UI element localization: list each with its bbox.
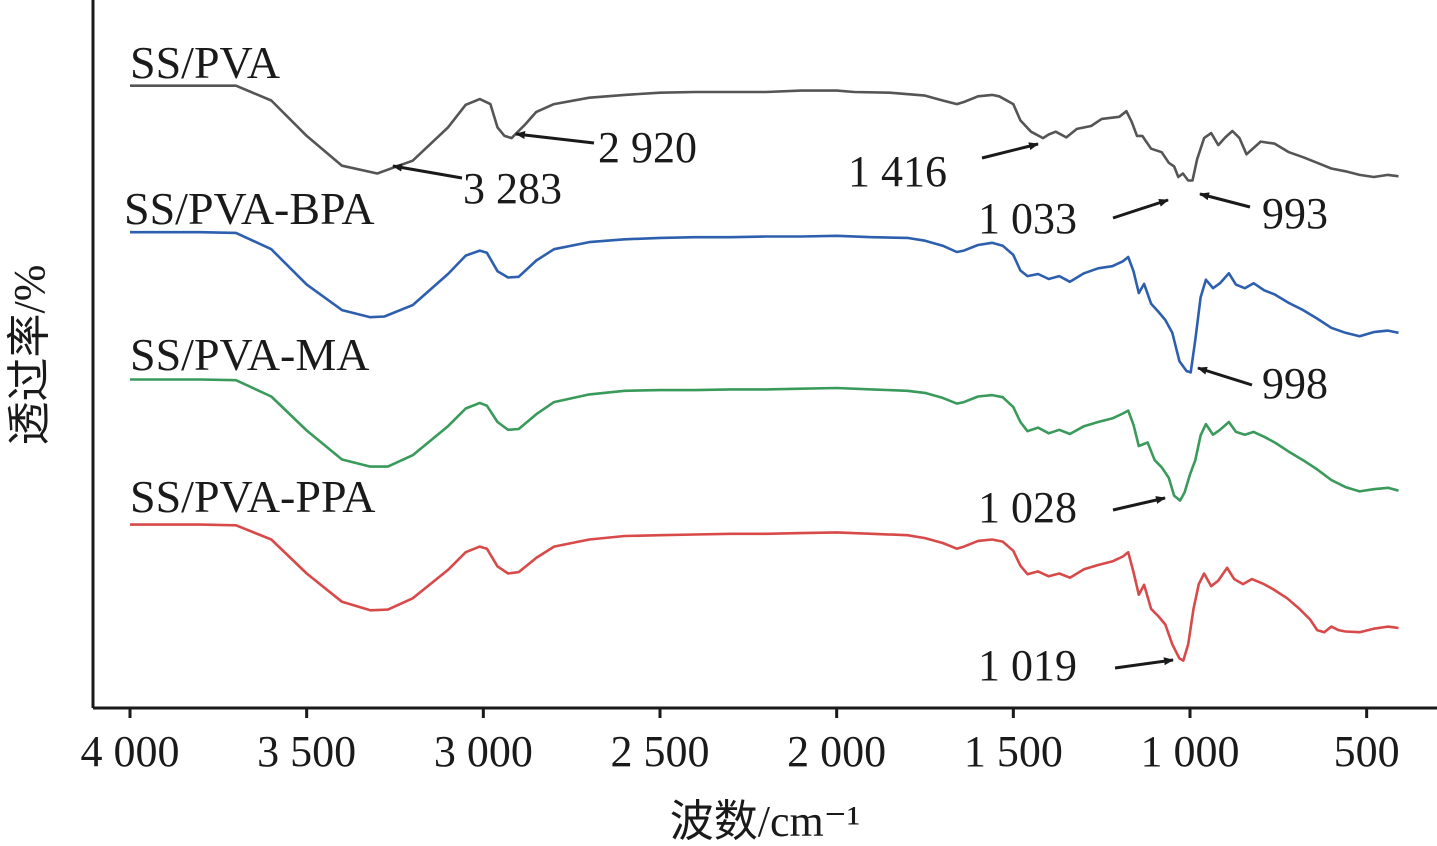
annotation-label: 1 416: [848, 147, 947, 196]
series-line-3: [130, 523, 1399, 662]
series-line-2: [130, 378, 1399, 502]
annotation-arrow: [1112, 198, 1169, 220]
annotation-arrow: [392, 163, 463, 180]
x-axis-title: 波数/cm⁻¹: [670, 797, 860, 846]
annotation-arrow: [981, 142, 1039, 160]
annotation-arrow: [1199, 192, 1251, 209]
annotation-label: 1 028: [978, 483, 1077, 532]
series-line-1: [130, 230, 1399, 374]
annotation-label: 1 019: [978, 641, 1077, 690]
annotation-arrow: [1197, 366, 1253, 387]
annotation-label: 993: [1262, 189, 1328, 238]
x-tick-label: 1 500: [964, 727, 1063, 776]
x-ticks: 4 000 3 500 3 000 2 500 2 000 1 500 1 000 500: [81, 708, 1400, 776]
x-tick-label: 2 500: [611, 727, 710, 776]
x-tick-label: 500: [1334, 727, 1400, 776]
annotation-arrow: [1114, 657, 1174, 670]
annotation-arrow: [1112, 496, 1166, 512]
x-tick-label: 3 500: [257, 727, 356, 776]
series-layer: [130, 84, 1399, 662]
x-tick-label: 4 000: [81, 727, 180, 776]
annotation-label: 998: [1262, 359, 1328, 408]
series-label: SS/PVA: [130, 37, 280, 88]
x-tick-label: 2 000: [787, 727, 886, 776]
x-tick-label: 3 000: [434, 727, 533, 776]
series-label: SS/PVA-BPA: [124, 183, 375, 234]
annotation-label: 1 033: [978, 194, 1077, 243]
peak-annotations: 3 283 2 920 1 416 1 033 993 998 1 028 1 019: [392, 123, 1328, 690]
series-label: SS/PVA-MA: [130, 329, 369, 380]
series-labels: SS/PVA SS/PVA-BPA SS/PVA-MA SS/PVA-PPA: [124, 37, 376, 522]
annotation-label: 3 283: [463, 164, 562, 213]
series-line-0: [130, 84, 1399, 182]
y-axis-title: 透过率/%: [5, 265, 54, 446]
annotation-label: 2 920: [598, 123, 697, 172]
series-label: SS/PVA-PPA: [130, 471, 376, 522]
annotation-arrow: [515, 131, 595, 145]
x-tick-label: 1 000: [1141, 727, 1240, 776]
